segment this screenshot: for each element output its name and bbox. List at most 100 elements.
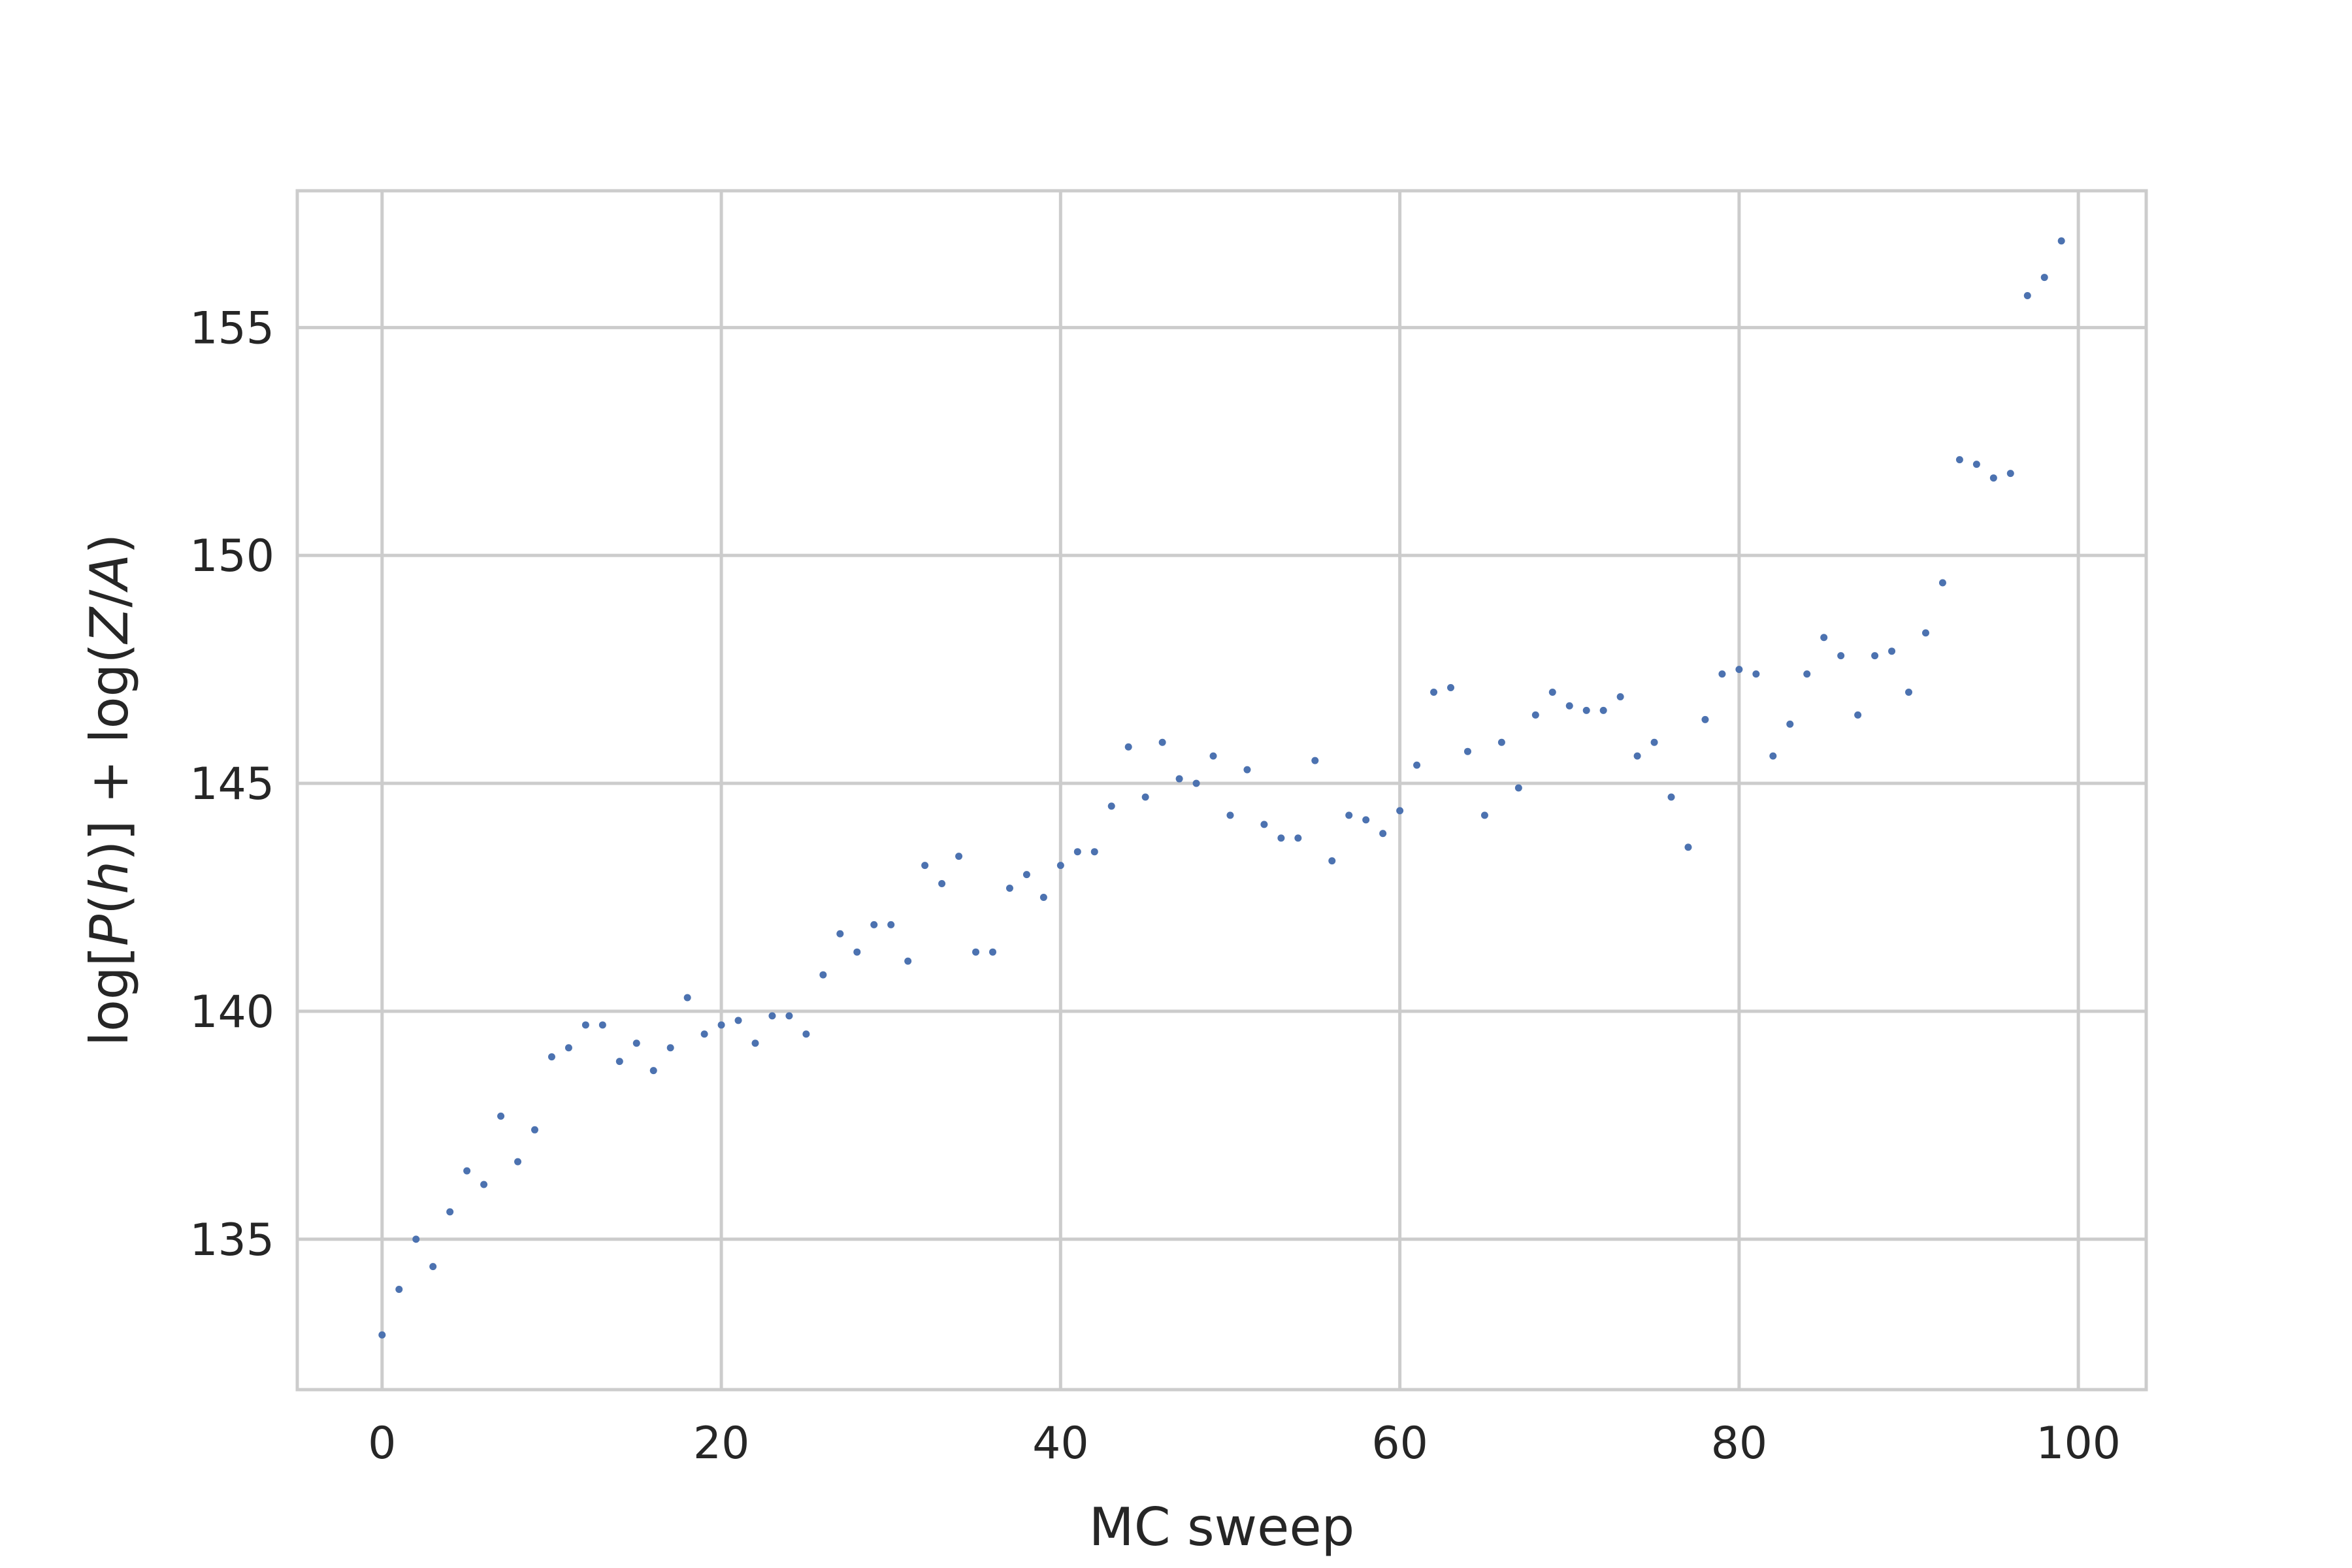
- data-point: [1175, 775, 1183, 783]
- data-point: [1073, 848, 1081, 856]
- data-point: [1260, 821, 1268, 828]
- data-point: [1345, 811, 1353, 819]
- data-point: [1820, 634, 1828, 642]
- x-axis-label: MC sweep: [1089, 1497, 1355, 1558]
- data-point: [2006, 470, 2014, 478]
- data-point: [1497, 738, 1505, 746]
- data-point: [1294, 834, 1302, 842]
- data-point: [1243, 766, 1251, 774]
- data-point: [1039, 893, 1047, 901]
- data-point: [412, 1235, 420, 1243]
- data-point: [1650, 738, 1658, 746]
- data-point: [581, 1021, 589, 1029]
- data-point: [463, 1167, 471, 1175]
- data-point: [1141, 793, 1149, 801]
- data-point: [615, 1058, 623, 1066]
- grid-lines: [297, 191, 2146, 1390]
- data-point: [853, 948, 861, 956]
- data-point: [1938, 579, 1946, 587]
- data-point: [700, 1030, 708, 1038]
- data-point: [1735, 666, 1743, 674]
- data-point: [1328, 857, 1336, 865]
- data-point: [870, 921, 878, 928]
- data-point: [649, 1067, 657, 1075]
- x-tick-label: 0: [368, 1418, 396, 1469]
- data-point: [1311, 757, 1319, 764]
- data-point: [1480, 811, 1488, 819]
- data-point: [1548, 688, 1556, 696]
- data-point: [514, 1158, 522, 1166]
- y-axis-label: log[P(h)] + log(Z/A): [79, 534, 140, 1047]
- data-point: [2023, 291, 2031, 299]
- data-point: [1531, 711, 1539, 719]
- data-point: [1005, 885, 1013, 892]
- data-point: [1158, 738, 1166, 746]
- data-point: [429, 1263, 437, 1271]
- data-point: [2057, 237, 2065, 245]
- data-point: [836, 930, 844, 938]
- data-point: [1599, 706, 1607, 714]
- x-tick-label: 80: [1711, 1418, 1768, 1469]
- data-point: [904, 957, 912, 965]
- data-point: [1786, 720, 1794, 728]
- data-point: [972, 948, 980, 956]
- data-point: [480, 1181, 488, 1188]
- data-point: [938, 880, 946, 888]
- data-point: [768, 1012, 776, 1020]
- data-point: [887, 921, 895, 928]
- plot-frame: [295, 189, 2148, 1392]
- data-point: [1871, 652, 1879, 660]
- data-point: [1905, 688, 1913, 696]
- data-point: [598, 1021, 606, 1029]
- data-point: [921, 862, 929, 870]
- x-tick-label: 40: [1032, 1418, 1089, 1469]
- data-point: [378, 1331, 386, 1339]
- y-tick-label: 140: [189, 987, 274, 1038]
- data-point: [531, 1126, 538, 1134]
- y-tick-label: 145: [189, 759, 274, 810]
- data-point: [1684, 843, 1692, 851]
- data-point: [1837, 652, 1845, 660]
- data-point: [1277, 834, 1285, 842]
- data-point: [1701, 715, 1709, 723]
- data-point: [1752, 670, 1760, 678]
- data-point: [497, 1112, 505, 1120]
- y-tick-labels: 135 140 145 150 155: [189, 302, 274, 1266]
- data-point: [1379, 830, 1387, 838]
- data-point: [1955, 456, 1963, 464]
- data-point: [1413, 761, 1421, 769]
- data-point: [1667, 793, 1675, 801]
- data-point: [1090, 848, 1098, 856]
- data-point: [1582, 706, 1590, 714]
- data-point: [1463, 747, 1471, 755]
- data-point: [1226, 811, 1234, 819]
- data-point: [632, 1039, 640, 1047]
- data-point: [1972, 461, 1980, 468]
- data-point: [1921, 629, 1929, 637]
- data-point: [1989, 474, 1997, 482]
- data-point: [446, 1208, 454, 1216]
- y-tick-label: 135: [189, 1215, 274, 1266]
- data-point: [564, 1044, 572, 1052]
- data-point: [1854, 711, 1862, 719]
- data-point: [785, 1012, 793, 1020]
- data-point: [683, 994, 691, 1002]
- x-tick-labels: 0 20 40 60 80 100: [368, 1418, 2121, 1469]
- data-point: [1888, 647, 1896, 655]
- y-tick-label: 150: [189, 531, 274, 582]
- data-point: [666, 1044, 674, 1052]
- data-point: [1514, 784, 1522, 792]
- data-point: [547, 1053, 555, 1061]
- data-point: [988, 948, 996, 956]
- data-point: [955, 853, 963, 860]
- data-point: [1616, 693, 1624, 700]
- data-point: [802, 1030, 810, 1038]
- data-point: [1565, 702, 1573, 710]
- data-point: [1192, 779, 1200, 787]
- data-point: [734, 1017, 742, 1024]
- data-point: [751, 1039, 759, 1047]
- data-point: [1362, 816, 1370, 824]
- x-tick-label: 20: [693, 1418, 750, 1469]
- data-point: [1107, 802, 1115, 810]
